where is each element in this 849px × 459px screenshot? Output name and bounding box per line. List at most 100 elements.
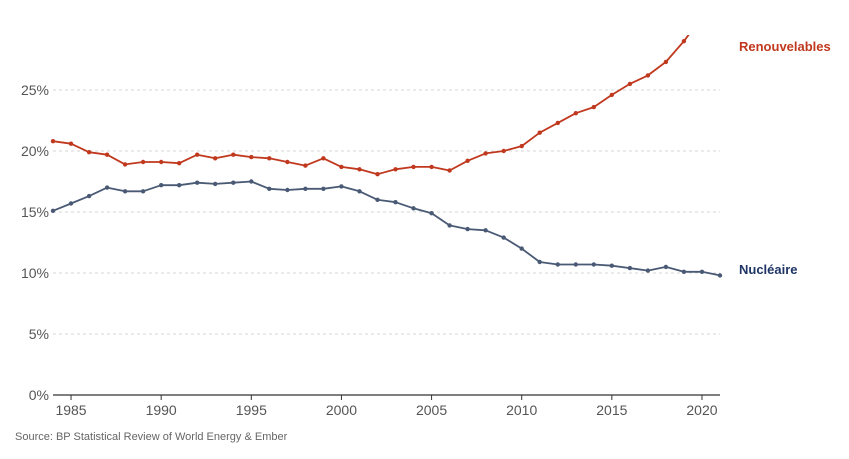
data-point-renouvelables (231, 152, 236, 157)
data-point-renouvelables (465, 158, 470, 163)
data-point-renouvelables (249, 154, 254, 160)
series-label-nucleaire: Nucléaire (739, 262, 798, 277)
grid-lines (53, 89, 720, 335)
series-layer (50, 0, 723, 278)
data-point-renouvelables (429, 164, 434, 170)
data-point-nucleaire (519, 246, 524, 251)
series-labels: Renouvelables Nucléaire (739, 39, 831, 277)
data-point-renouvelables (159, 159, 164, 165)
source-note: Source: BP Statistical Review of World E… (15, 431, 288, 443)
data-point-renouvelables (267, 156, 272, 161)
data-point-renouvelables (104, 152, 110, 157)
data-point-nucleaire (555, 262, 560, 267)
series-line-nucleaire (52, 180, 721, 277)
data-point-nucleaire (699, 269, 705, 274)
data-point-renouvelables (447, 168, 452, 173)
x-tick-label: 1990 (146, 402, 177, 418)
data-point-nucleaire (537, 259, 542, 265)
data-point-renouvelables (357, 167, 362, 172)
data-point-nucleaire (86, 193, 92, 199)
data-point-nucleaire (321, 186, 326, 191)
data-point-renouvelables (195, 152, 200, 157)
y-tick-label: 20% (21, 143, 49, 159)
x-tick-label: 1985 (55, 402, 86, 418)
data-point-nucleaire (159, 183, 164, 188)
x-tick-label: 1995 (236, 402, 267, 418)
data-point-nucleaire (303, 186, 308, 191)
data-point-nucleaire (285, 187, 290, 193)
data-point-nucleaire (195, 180, 200, 185)
data-point-nucleaire (213, 181, 218, 187)
data-point-nucleaire (447, 223, 452, 228)
data-point-nucleaire (429, 211, 434, 216)
data-point-renouvelables (411, 164, 416, 170)
data-point-nucleaire (501, 235, 506, 240)
data-point-nucleaire (591, 262, 596, 267)
data-point-nucleaire (177, 183, 182, 188)
data-point-renouvelables (718, 0, 722, 1)
data-point-renouvelables (537, 130, 542, 135)
data-point-renouvelables (122, 162, 128, 167)
data-point-nucleaire (140, 189, 146, 194)
x-tick-label: 2015 (596, 402, 627, 418)
data-point-nucleaire (483, 228, 488, 233)
data-point-renouvelables (303, 163, 308, 168)
data-point-renouvelables (375, 172, 380, 177)
data-point-renouvelables (700, 15, 704, 19)
y-tick-label: 10% (21, 265, 49, 281)
data-point-nucleaire (627, 265, 633, 271)
data-point-nucleaire (357, 189, 362, 194)
series-label-renouvelables: Renouvelables (739, 39, 831, 54)
data-point-renouvelables (86, 150, 92, 155)
data-point-renouvelables (555, 120, 560, 126)
data-point-renouvelables (321, 156, 326, 161)
data-point-nucleaire (375, 197, 380, 202)
data-point-renouvelables (645, 73, 651, 78)
data-point-renouvelables (501, 148, 506, 154)
x-tick-label: 2000 (326, 402, 357, 418)
data-point-renouvelables (663, 59, 669, 65)
y-tick-label: 25% (21, 82, 49, 98)
data-point-nucleaire (104, 185, 110, 190)
x-tick-label: 2020 (686, 402, 717, 418)
data-point-renouvelables (177, 161, 182, 166)
x-tick-label: 2005 (416, 402, 447, 418)
data-point-nucleaire (231, 180, 236, 185)
y-tick-label: 5% (29, 326, 49, 342)
data-point-nucleaire (609, 263, 614, 268)
data-point-nucleaire (573, 262, 578, 267)
data-point-renouvelables (573, 111, 578, 116)
axes: 0% 5% 10% 15% 20% 25% 1985 1990 1995 2000 2005 2010… (21, 82, 720, 418)
data-point-renouvelables (213, 156, 218, 161)
data-point-nucleaire (339, 184, 344, 189)
data-point-nucleaire (411, 206, 416, 211)
data-point-nucleaire (645, 268, 651, 273)
data-point-nucleaire (267, 186, 272, 191)
data-point-renouvelables (140, 159, 146, 165)
data-point-renouvelables (681, 39, 687, 44)
data-point-renouvelables (519, 143, 524, 149)
data-point-renouvelables (50, 139, 56, 144)
series-line-renouvelables (52, 35, 690, 176)
data-point-renouvelables (285, 159, 290, 165)
data-point-renouvelables (483, 151, 488, 156)
data-point-nucleaire (122, 189, 128, 194)
data-point-nucleaire (50, 208, 56, 213)
data-point-renouvelables (339, 164, 344, 170)
data-point-nucleaire (663, 264, 669, 270)
y-tick-label: 15% (21, 204, 49, 220)
data-point-renouvelables (627, 81, 633, 87)
data-point-renouvelables (393, 167, 398, 172)
data-point-nucleaire (465, 226, 470, 232)
series-renouvelables (50, 0, 722, 177)
data-point-renouvelables (609, 92, 614, 98)
data-point-nucleaire (681, 269, 687, 274)
data-point-nucleaire (68, 201, 74, 206)
data-point-renouvelables (591, 104, 596, 110)
series-nucleaire (50, 179, 723, 278)
y-tick-label: 0% (29, 387, 49, 403)
data-point-nucleaire (249, 179, 254, 184)
x-tick-label: 2010 (506, 402, 537, 418)
data-point-renouvelables (68, 141, 74, 146)
